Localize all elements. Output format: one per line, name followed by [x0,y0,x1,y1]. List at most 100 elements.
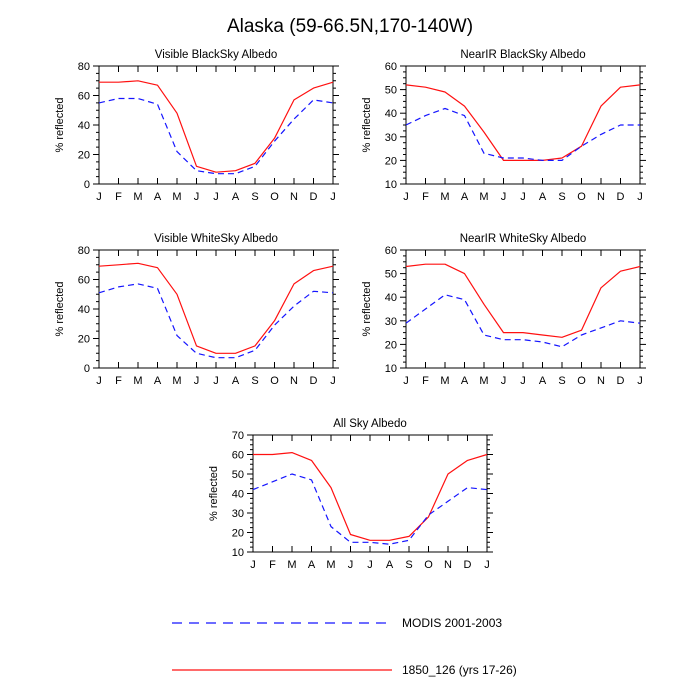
y-tick-label: 60 [385,245,397,257]
series-modis-line [405,107,640,161]
y-tick-label: 20 [78,334,90,346]
x-tick-label: D [310,191,318,203]
x-tick-label: O [270,375,279,387]
y-tick-label: 60 [78,91,90,103]
y-tick-label: 30 [232,508,244,520]
x-tick-label: N [597,191,605,203]
y-tick-label: 60 [78,275,90,287]
x-tick-label: M [479,191,488,203]
x-tick-label: M [133,191,142,203]
x-tick-label: M [326,559,335,571]
x-tick-label: N [290,375,298,387]
x-tick-label: M [172,191,181,203]
x-tick-label: J [348,559,354,571]
x-tick-label: J [213,191,219,203]
y-axis-label: % reflected [361,97,373,152]
x-tick-label: J [637,191,643,203]
x-tick-label: A [308,559,316,571]
series-model-line [405,263,641,338]
x-tick-label: N [444,559,452,571]
x-tick-label: J [637,375,643,387]
series-modis-line [98,283,334,359]
y-tick-label: 20 [78,150,90,162]
x-tick-label: D [310,375,318,387]
x-tick-label: J [367,559,373,571]
x-tick-label: J [250,559,256,571]
x-tick-label: N [597,375,605,387]
x-tick-label: M [440,191,449,203]
x-tick-label: A [461,375,469,387]
x-tick-label: J [330,375,336,387]
y-tick-label: 40 [385,108,397,120]
series-model-line [253,452,488,541]
y-tick-label: 60 [232,450,244,462]
x-tick-label: A [539,191,547,203]
y-tick-label: 10 [385,179,397,191]
x-tick-label: O [270,191,279,203]
x-tick-label: F [422,191,429,203]
x-tick-label: J [403,191,409,203]
y-tick-label: 80 [78,61,90,73]
y-tick-label: 50 [232,469,244,481]
y-axis-label: % reflected [208,466,220,521]
y-axis-label: % reflected [54,97,66,152]
x-tick-label: M [133,375,142,387]
x-tick-label: F [115,191,122,203]
y-tick-label: 20 [385,339,397,351]
x-tick-label: F [115,375,122,387]
x-tick-label: J [96,375,102,387]
y-tick-label: 40 [78,120,90,132]
y-tick-label: 80 [78,245,90,257]
y-tick-label: 20 [385,155,397,167]
figure-title: Alaska (59-66.5N,170-140W) [227,16,473,37]
x-tick-label: A [232,191,240,203]
x-tick-label: J [484,559,490,571]
x-tick-label: D [617,375,625,387]
legend-modis-label: MODIS 2001-2003 [402,616,502,630]
x-tick-label: J [520,191,526,203]
legend-model-label: 1850_126 (yrs 17-26) [402,663,517,677]
panel-title: Visible WhiteSky Albedo [154,233,278,245]
x-tick-label: A [232,375,240,387]
y-tick-label: 10 [385,363,397,375]
x-tick-label: D [617,191,625,203]
x-tick-label: J [330,191,336,203]
y-tick-label: 60 [385,61,397,73]
x-tick-label: S [251,375,258,387]
x-tick-label: D [464,559,472,571]
x-tick-label: J [194,375,200,387]
x-tick-label: J [520,375,526,387]
x-tick-label: M [172,375,181,387]
y-axis-label: % reflected [54,281,66,336]
y-tick-label: 40 [78,304,90,316]
y-tick-label: 50 [385,269,397,281]
legend: MODIS 2001-2003 1850_126 (yrs 17-26) [172,616,517,677]
series-modis-line [98,97,334,175]
x-tick-label: J [213,375,219,387]
x-tick-label: F [269,559,276,571]
plot-frame [98,65,334,185]
x-tick-label: O [577,191,586,203]
x-tick-label: S [558,375,565,387]
y-tick-label: 0 [84,363,90,375]
y-tick-label: 50 [385,85,397,97]
series-model-line [405,84,641,161]
plot-frame [98,249,334,369]
x-tick-label: J [501,191,507,203]
plot-frame [405,65,641,185]
x-tick-label: J [96,191,102,203]
x-tick-label: J [194,191,200,203]
x-tick-label: M [287,559,296,571]
x-tick-label: O [577,375,586,387]
x-tick-label: A [154,375,162,387]
panel-title: Visible BlackSky Albedo [155,49,278,61]
series-model-line [98,262,334,354]
y-tick-label: 30 [385,132,397,144]
series-model-line [99,80,334,173]
y-tick-label: 40 [385,292,397,304]
x-tick-label: A [461,191,469,203]
